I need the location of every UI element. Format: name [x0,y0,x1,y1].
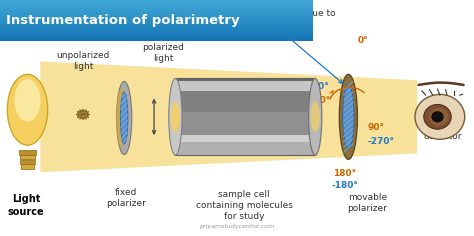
Text: Linearly
polarized
light: Linearly polarized light [143,32,184,63]
Polygon shape [40,61,417,172]
Ellipse shape [429,108,448,126]
Text: sample cell
containing molecules
for study: sample cell containing molecules for stu… [196,190,292,221]
Ellipse shape [169,78,182,155]
Text: detector: detector [424,132,463,141]
Ellipse shape [7,74,47,145]
FancyBboxPatch shape [175,109,315,112]
FancyBboxPatch shape [175,93,315,96]
Ellipse shape [431,111,444,122]
Ellipse shape [339,74,357,159]
Text: Light
source: Light source [8,194,45,216]
FancyBboxPatch shape [175,91,315,94]
FancyBboxPatch shape [175,116,315,119]
FancyBboxPatch shape [175,147,315,150]
FancyBboxPatch shape [178,81,313,92]
FancyBboxPatch shape [175,152,315,155]
Text: 270°: 270° [307,96,330,105]
FancyBboxPatch shape [20,155,35,159]
FancyBboxPatch shape [175,124,315,127]
Ellipse shape [343,85,354,149]
FancyBboxPatch shape [175,101,315,104]
FancyBboxPatch shape [21,164,34,169]
Ellipse shape [415,94,465,139]
FancyBboxPatch shape [175,86,315,89]
FancyBboxPatch shape [175,114,315,117]
Ellipse shape [120,92,128,144]
FancyBboxPatch shape [175,137,315,140]
Ellipse shape [310,101,320,132]
FancyBboxPatch shape [175,142,315,145]
FancyBboxPatch shape [175,104,315,107]
Ellipse shape [116,88,128,148]
FancyBboxPatch shape [175,106,315,109]
FancyBboxPatch shape [175,98,315,101]
FancyBboxPatch shape [175,111,315,114]
FancyBboxPatch shape [175,80,315,84]
FancyBboxPatch shape [175,126,315,130]
Text: Optical rotation due to
molecules: Optical rotation due to molecules [233,9,336,29]
Text: 90°: 90° [367,123,384,132]
Text: Instrumentation of polarimetry: Instrumentation of polarimetry [6,14,239,27]
FancyBboxPatch shape [175,139,315,142]
Text: unpolarized
light: unpolarized light [56,51,109,72]
Text: 0°: 0° [358,36,368,45]
FancyBboxPatch shape [175,134,315,137]
FancyBboxPatch shape [175,83,315,86]
FancyBboxPatch shape [175,150,315,153]
FancyBboxPatch shape [175,132,315,135]
Ellipse shape [14,79,40,122]
FancyBboxPatch shape [20,160,35,164]
FancyBboxPatch shape [175,119,315,122]
Text: priyamstudycentre.com: priyamstudycentre.com [200,224,274,229]
Text: -90°: -90° [309,82,329,91]
FancyBboxPatch shape [175,88,315,91]
FancyBboxPatch shape [175,129,315,132]
Text: fixed
polarizer: fixed polarizer [106,188,146,208]
Ellipse shape [171,101,180,132]
FancyBboxPatch shape [175,122,315,125]
FancyBboxPatch shape [175,78,315,81]
Ellipse shape [424,104,451,129]
FancyBboxPatch shape [19,150,36,155]
Text: movable
polarizer: movable polarizer [347,193,387,213]
Text: -270°: -270° [367,137,394,146]
Text: -180°: -180° [331,181,358,190]
FancyBboxPatch shape [175,144,315,148]
Ellipse shape [309,78,322,155]
Text: 180°: 180° [333,169,356,178]
Ellipse shape [117,81,132,155]
FancyBboxPatch shape [175,96,315,99]
